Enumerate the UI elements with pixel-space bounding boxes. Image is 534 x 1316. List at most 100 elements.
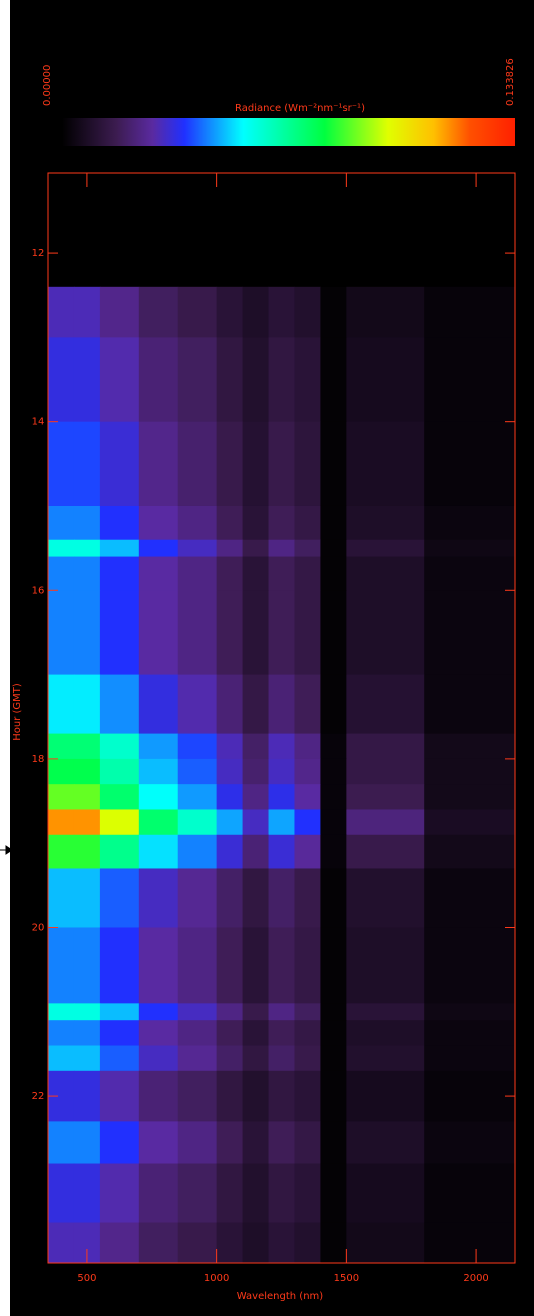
heat-cell [243, 506, 269, 540]
heat-cell [48, 868, 74, 928]
heat-cell [139, 540, 178, 557]
heat-cell [320, 1046, 346, 1072]
heat-cell [139, 784, 178, 810]
heat-cell [217, 506, 243, 540]
heat-cell [320, 287, 346, 338]
heat-cell [346, 809, 424, 835]
heat-cell [48, 809, 74, 835]
heat-cell [243, 1223, 269, 1264]
heat-cell [100, 784, 139, 810]
heat-cell [178, 1223, 217, 1264]
heat-cell [74, 809, 100, 835]
heat-cell [424, 506, 515, 540]
heat-cell [217, 1003, 243, 1020]
heat-cell [243, 1121, 269, 1164]
heat-cell [217, 557, 243, 591]
heat-cell [243, 868, 269, 928]
x-tick-label: 1500 [334, 1273, 359, 1284]
heat-cell [100, 868, 139, 928]
heat-cell [269, 1071, 295, 1122]
heat-cell [178, 506, 217, 540]
y-tick-label: 14 [32, 417, 45, 428]
heat-cell [217, 927, 243, 1003]
heat-cell [74, 173, 100, 287]
heat-cell [139, 675, 178, 735]
heat-cell [294, 1121, 320, 1164]
heat-cell [346, 759, 424, 785]
heat-cell [320, 1020, 346, 1046]
x-tick-label: 1000 [204, 1273, 229, 1284]
colorbar-tick-label: 0.00000 [42, 65, 53, 106]
heat-cell [217, 1223, 243, 1264]
heat-cell [100, 1071, 139, 1122]
heat-cell [424, 422, 515, 507]
heat-cell [424, 675, 515, 735]
heat-cell [346, 1164, 424, 1224]
heat-cell [100, 1046, 139, 1072]
heat-cell [48, 1003, 74, 1020]
heat-cell [217, 1046, 243, 1072]
heat-cell [243, 540, 269, 557]
heat-cell [217, 590, 243, 675]
heat-cell [74, 1164, 100, 1224]
heat-cell [139, 1164, 178, 1224]
heat-cell [346, 784, 424, 810]
heat-cell [100, 1020, 139, 1046]
heat-cell [269, 835, 295, 869]
x-tick-label: 2000 [463, 1273, 488, 1284]
heat-cell [320, 1121, 346, 1164]
heat-cell [48, 506, 74, 540]
heat-cell [424, 337, 515, 422]
heat-cell [217, 287, 243, 338]
heat-cell [48, 422, 74, 507]
heat-cell [346, 1071, 424, 1122]
heat-cell [320, 590, 346, 675]
y-tick-label: 12 [32, 248, 45, 259]
heat-cell [346, 868, 424, 928]
heat-cell [217, 1020, 243, 1046]
heat-cell [100, 557, 139, 591]
heat-cell [100, 1223, 139, 1264]
heat-cell [74, 868, 100, 928]
heat-cell [100, 734, 139, 760]
heat-cell [346, 734, 424, 760]
heat-cell [320, 557, 346, 591]
heat-cell [320, 1223, 346, 1264]
heat-cell [346, 173, 424, 287]
heat-cell [346, 287, 424, 338]
heat-cell [424, 734, 515, 760]
heat-cell [269, 675, 295, 735]
heat-cell [424, 173, 515, 287]
heat-cell [320, 835, 346, 869]
heat-cell [74, 1121, 100, 1164]
heat-cell [74, 557, 100, 591]
heat-cell [294, 1020, 320, 1046]
heat-cell [269, 173, 295, 287]
heat-cell [320, 759, 346, 785]
heat-cell [269, 506, 295, 540]
heat-cell [269, 422, 295, 507]
heat-cell [269, 337, 295, 422]
colorbar [62, 118, 515, 146]
heat-cell [74, 590, 100, 675]
heat-cell [100, 1003, 139, 1020]
heat-cell [74, 287, 100, 338]
heat-cell [100, 675, 139, 735]
heat-cell [320, 675, 346, 735]
heat-cell [243, 1071, 269, 1122]
heat-cell [217, 835, 243, 869]
heat-cell [178, 1020, 217, 1046]
heat-cell [269, 1020, 295, 1046]
heat-cell [320, 422, 346, 507]
heat-cell [243, 734, 269, 760]
heat-cell [346, 1121, 424, 1164]
heat-cell [320, 734, 346, 760]
heat-cell [320, 540, 346, 557]
heat-cell [424, 1164, 515, 1224]
heat-cell [346, 557, 424, 591]
colorbar-tick-label: 0.133826 [505, 58, 516, 106]
heat-cell [139, 590, 178, 675]
heat-cell [100, 173, 139, 287]
heat-cell [294, 1046, 320, 1072]
heat-cell [74, 506, 100, 540]
